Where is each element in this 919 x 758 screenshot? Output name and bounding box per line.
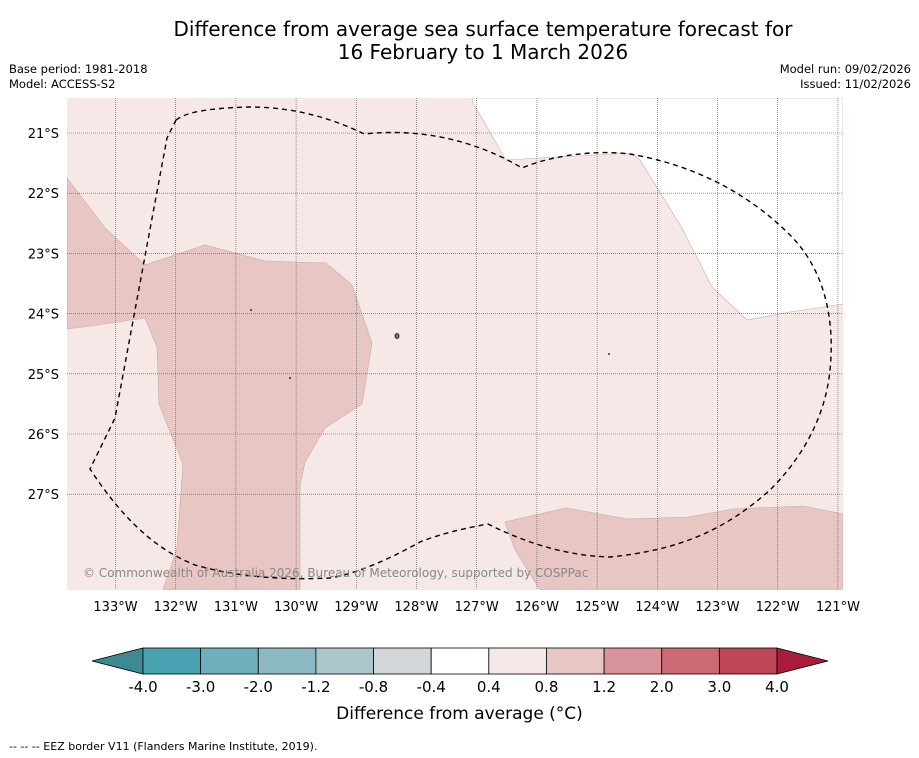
model-text: Model: ACCESS-S2	[9, 77, 116, 91]
colorbar-segment	[315, 647, 374, 675]
colorbar-tick-label: 3.0	[707, 678, 731, 696]
colorbar	[91, 647, 829, 675]
colorbar-tick-label: -3.0	[186, 678, 215, 696]
colorbar-segment	[430, 647, 490, 675]
meta-right: Model run: 09/02/2026 Issued: 11/02/2026	[780, 62, 911, 92]
copyright-text: © Commonwealth of Australia 2026, Bureau…	[83, 566, 588, 580]
lon-label: 125°W	[575, 600, 619, 615]
latitude-labels: 21°S 22°S 23°S 24°S 25°S 26°S 27°S	[28, 127, 59, 503]
colorbar-tick-label: -1.2	[301, 678, 330, 696]
issued-text: Issued: 11/02/2026	[800, 77, 911, 91]
colorbar-segment	[142, 647, 202, 675]
anomaly-region-near-average	[471, 98, 843, 321]
title-line-2: 16 February to 1 March 2026	[337, 40, 629, 64]
island-marker	[250, 309, 252, 311]
colorbar-tick-label: 2.0	[650, 678, 674, 696]
lon-label: 123°W	[695, 600, 739, 615]
colorbar-segment	[546, 647, 605, 675]
island-marker	[608, 353, 610, 355]
lon-label: 131°W	[214, 600, 258, 615]
colorbar-tick-label: 1.2	[592, 678, 616, 696]
colorbar-tick-label: -0.8	[359, 678, 388, 696]
colorbar-tick-label: 4.0	[765, 678, 789, 696]
lon-label: 129°W	[334, 600, 378, 615]
colorbar-segment	[661, 647, 720, 675]
meta-left: Base period: 1981-2018 Model: ACCESS-S2	[9, 62, 148, 92]
lon-label: 128°W	[394, 600, 438, 615]
colorbar-segment	[373, 647, 432, 675]
longitude-labels: 133°W 132°W 131°W 130°W 129°W 128°W 127°W 126°W…	[93, 600, 860, 615]
colorbar-segment	[257, 647, 317, 675]
lon-label: 130°W	[274, 600, 318, 615]
title-line-1: Difference from average sea surface temp…	[173, 17, 793, 41]
lat-label: 23°S	[28, 247, 59, 262]
colorbar-segment	[488, 647, 547, 675]
island-marker	[394, 333, 400, 339]
anomaly-region-warm-southeast	[504, 505, 843, 590]
anomaly-region-warm-plume	[67, 177, 373, 590]
lat-label: 25°S	[28, 368, 59, 383]
colorbar-tick-label: -2.0	[244, 678, 273, 696]
model-run-text: Model run: 09/02/2026	[779, 62, 911, 76]
lat-label: 21°S	[28, 127, 59, 142]
lon-label: 132°W	[154, 600, 198, 615]
colorbar-segment	[200, 647, 259, 675]
colorbar-segment	[603, 647, 663, 675]
lon-label: 126°W	[515, 600, 559, 615]
graticule	[67, 98, 843, 590]
colorbar-extend-high	[776, 647, 829, 675]
colorbar-segment	[718, 647, 778, 675]
colorbar-tick-label: -4.0	[128, 678, 157, 696]
lat-label: 22°S	[28, 187, 59, 202]
lat-label: 27°S	[28, 488, 59, 503]
colorbar-tick-label: 0.8	[535, 678, 559, 696]
island-marker	[289, 377, 291, 379]
base-period-text: Base period: 1981-2018	[9, 62, 148, 76]
colorbar-title: Difference from average (°C)	[336, 704, 583, 724]
colorbar-tick-label: -0.4	[417, 678, 446, 696]
eez-border-line	[89, 106, 832, 580]
colorbar-labels: -4.0 -3.0 -2.0 -1.2 -0.8 -0.4 0.4 0.8 1.2 2.0 3.0 4…	[128, 678, 789, 696]
lon-label: 127°W	[455, 600, 499, 615]
colorbar-tick-label: 0.4	[477, 678, 501, 696]
lon-label: 121°W	[816, 600, 860, 615]
lon-label: 133°W	[93, 600, 137, 615]
footnote: -- -- -- EEZ border V11 (Flanders Marine…	[9, 740, 318, 753]
lon-label: 122°W	[756, 600, 800, 615]
lat-label: 24°S	[28, 308, 59, 323]
lon-label: 124°W	[635, 600, 679, 615]
chart-title: Difference from average sea surface temp…	[0, 18, 919, 64]
lat-label: 26°S	[28, 428, 59, 443]
map-plot-area: © Commonwealth of Australia 2026, Bureau…	[67, 98, 843, 590]
colorbar-extend-low	[91, 647, 144, 675]
